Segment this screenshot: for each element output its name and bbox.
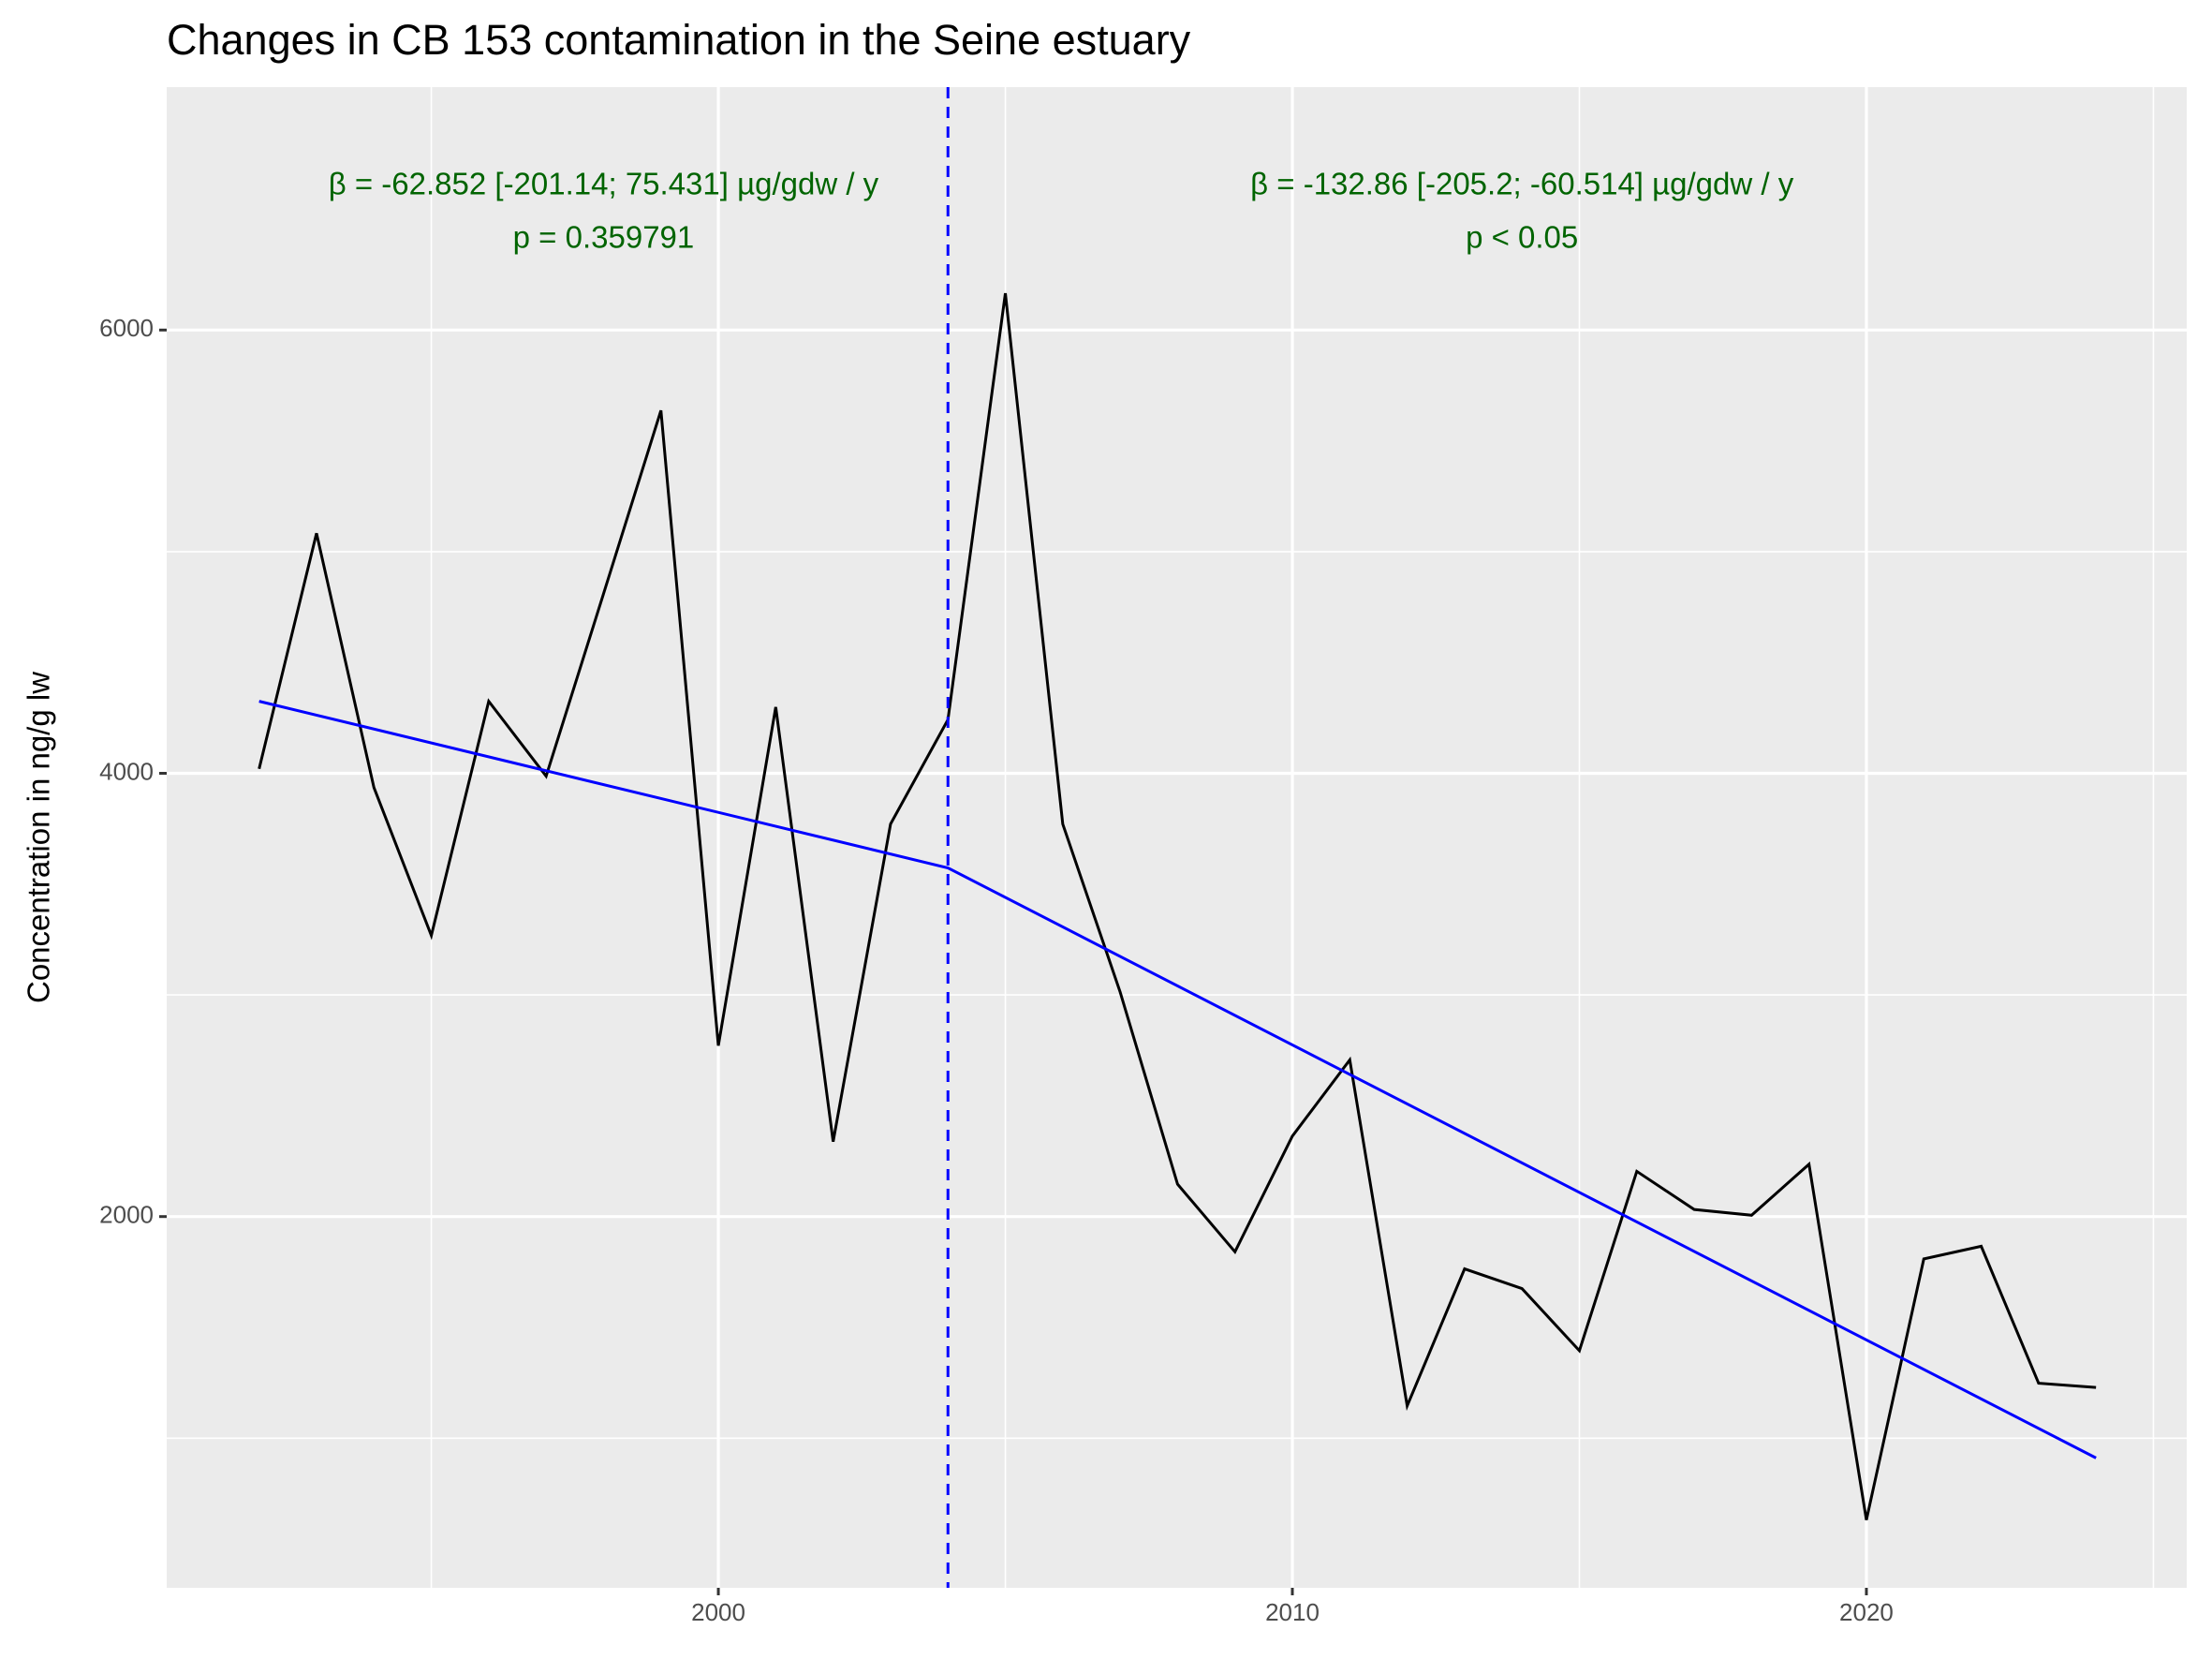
trend-line [258, 700, 2097, 1459]
chart-title: Changes in CB 153 contamination in the S… [167, 16, 1191, 64]
annotation: β = -62.852 [-201.14; 75.431] µg/gdw / y [329, 167, 879, 201]
annotation: p = 0.359791 [513, 220, 695, 255]
annotation: β = -132.86 [-205.2; -60.514] µg/gdw / y [1250, 167, 1794, 201]
y-axis-title: Concentration in ng/g lw [22, 672, 56, 1003]
y-tick-label: 6000 [99, 314, 154, 342]
x-tick-label: 2000 [691, 1598, 745, 1626]
annotation: p < 0.05 [1466, 220, 1578, 255]
y-tick-label: 2000 [99, 1201, 154, 1229]
data-line [258, 292, 2097, 1520]
x-tick-label: 2020 [1839, 1598, 1894, 1626]
y-tick-label: 4000 [99, 757, 154, 785]
plot-panel [167, 87, 2187, 1588]
x-tick-label: 2010 [1265, 1598, 1320, 1626]
